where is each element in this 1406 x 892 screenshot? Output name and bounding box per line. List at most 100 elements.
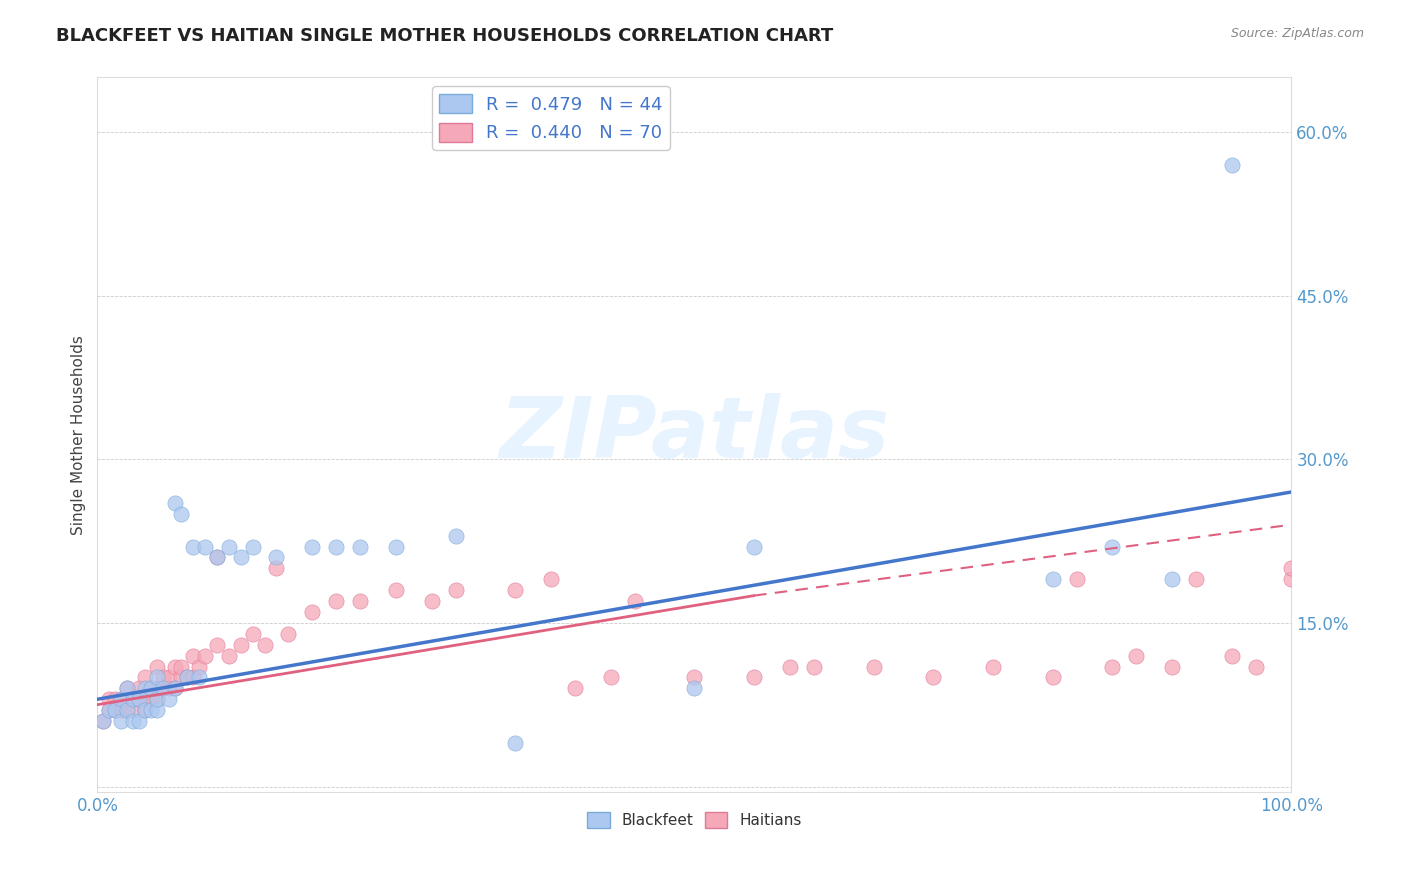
Point	[742, 670, 765, 684]
Point	[1042, 670, 1064, 684]
Point	[122, 703, 145, 717]
Point	[157, 681, 180, 696]
Point	[803, 659, 825, 673]
Point	[163, 496, 186, 510]
Point	[205, 638, 228, 652]
Point	[91, 714, 114, 728]
Point	[134, 681, 156, 696]
Point	[98, 703, 121, 717]
Point	[134, 670, 156, 684]
Point	[110, 703, 132, 717]
Point	[139, 692, 162, 706]
Point	[1244, 659, 1267, 673]
Point	[1220, 158, 1243, 172]
Point	[187, 659, 209, 673]
Point	[134, 703, 156, 717]
Legend: Blackfeet, Haitians: Blackfeet, Haitians	[581, 806, 808, 834]
Point	[122, 692, 145, 706]
Point	[139, 703, 162, 717]
Point	[170, 659, 193, 673]
Point	[122, 714, 145, 728]
Point	[564, 681, 586, 696]
Point	[242, 627, 264, 641]
Point	[104, 703, 127, 717]
Point	[623, 594, 645, 608]
Point	[229, 638, 252, 652]
Point	[1161, 659, 1184, 673]
Point	[218, 540, 240, 554]
Point	[1281, 561, 1303, 575]
Point	[1185, 572, 1208, 586]
Point	[1101, 659, 1123, 673]
Point	[139, 681, 162, 696]
Point	[146, 692, 169, 706]
Point	[110, 692, 132, 706]
Point	[146, 681, 169, 696]
Point	[115, 681, 138, 696]
Point	[253, 638, 276, 652]
Point	[599, 670, 621, 684]
Point	[163, 681, 186, 696]
Point	[110, 692, 132, 706]
Point	[152, 670, 174, 684]
Point	[1281, 572, 1303, 586]
Point	[91, 714, 114, 728]
Point	[862, 659, 884, 673]
Point	[98, 703, 121, 717]
Point	[194, 540, 217, 554]
Point	[176, 670, 198, 684]
Point	[115, 703, 138, 717]
Point	[779, 659, 801, 673]
Point	[444, 528, 467, 542]
Point	[163, 681, 186, 696]
Text: BLACKFEET VS HAITIAN SINGLE MOTHER HOUSEHOLDS CORRELATION CHART: BLACKFEET VS HAITIAN SINGLE MOTHER HOUSE…	[56, 27, 834, 45]
Point	[229, 550, 252, 565]
Point	[1042, 572, 1064, 586]
Point	[170, 670, 193, 684]
Point	[194, 648, 217, 663]
Point	[742, 540, 765, 554]
Point	[128, 681, 150, 696]
Point	[301, 605, 323, 619]
Point	[128, 692, 150, 706]
Point	[163, 659, 186, 673]
Point	[187, 670, 209, 684]
Point	[385, 583, 408, 598]
Point	[981, 659, 1004, 673]
Point	[205, 550, 228, 565]
Point	[683, 670, 706, 684]
Point	[139, 681, 162, 696]
Point	[1101, 540, 1123, 554]
Point	[157, 692, 180, 706]
Point	[444, 583, 467, 598]
Point	[181, 670, 204, 684]
Point	[325, 540, 347, 554]
Point	[242, 540, 264, 554]
Point	[104, 692, 127, 706]
Point	[146, 659, 169, 673]
Point	[128, 714, 150, 728]
Point	[277, 627, 299, 641]
Point	[146, 703, 169, 717]
Point	[152, 681, 174, 696]
Point	[170, 507, 193, 521]
Point	[503, 736, 526, 750]
Point	[420, 594, 443, 608]
Point	[128, 692, 150, 706]
Point	[134, 692, 156, 706]
Point	[349, 540, 371, 554]
Point	[266, 561, 288, 575]
Point	[1220, 648, 1243, 663]
Point	[205, 550, 228, 565]
Text: Source: ZipAtlas.com: Source: ZipAtlas.com	[1230, 27, 1364, 40]
Point	[176, 670, 198, 684]
Point	[266, 550, 288, 565]
Point	[922, 670, 945, 684]
Point	[385, 540, 408, 554]
Point	[1125, 648, 1147, 663]
Point	[683, 681, 706, 696]
Point	[181, 540, 204, 554]
Point	[152, 681, 174, 696]
Point	[301, 540, 323, 554]
Point	[110, 714, 132, 728]
